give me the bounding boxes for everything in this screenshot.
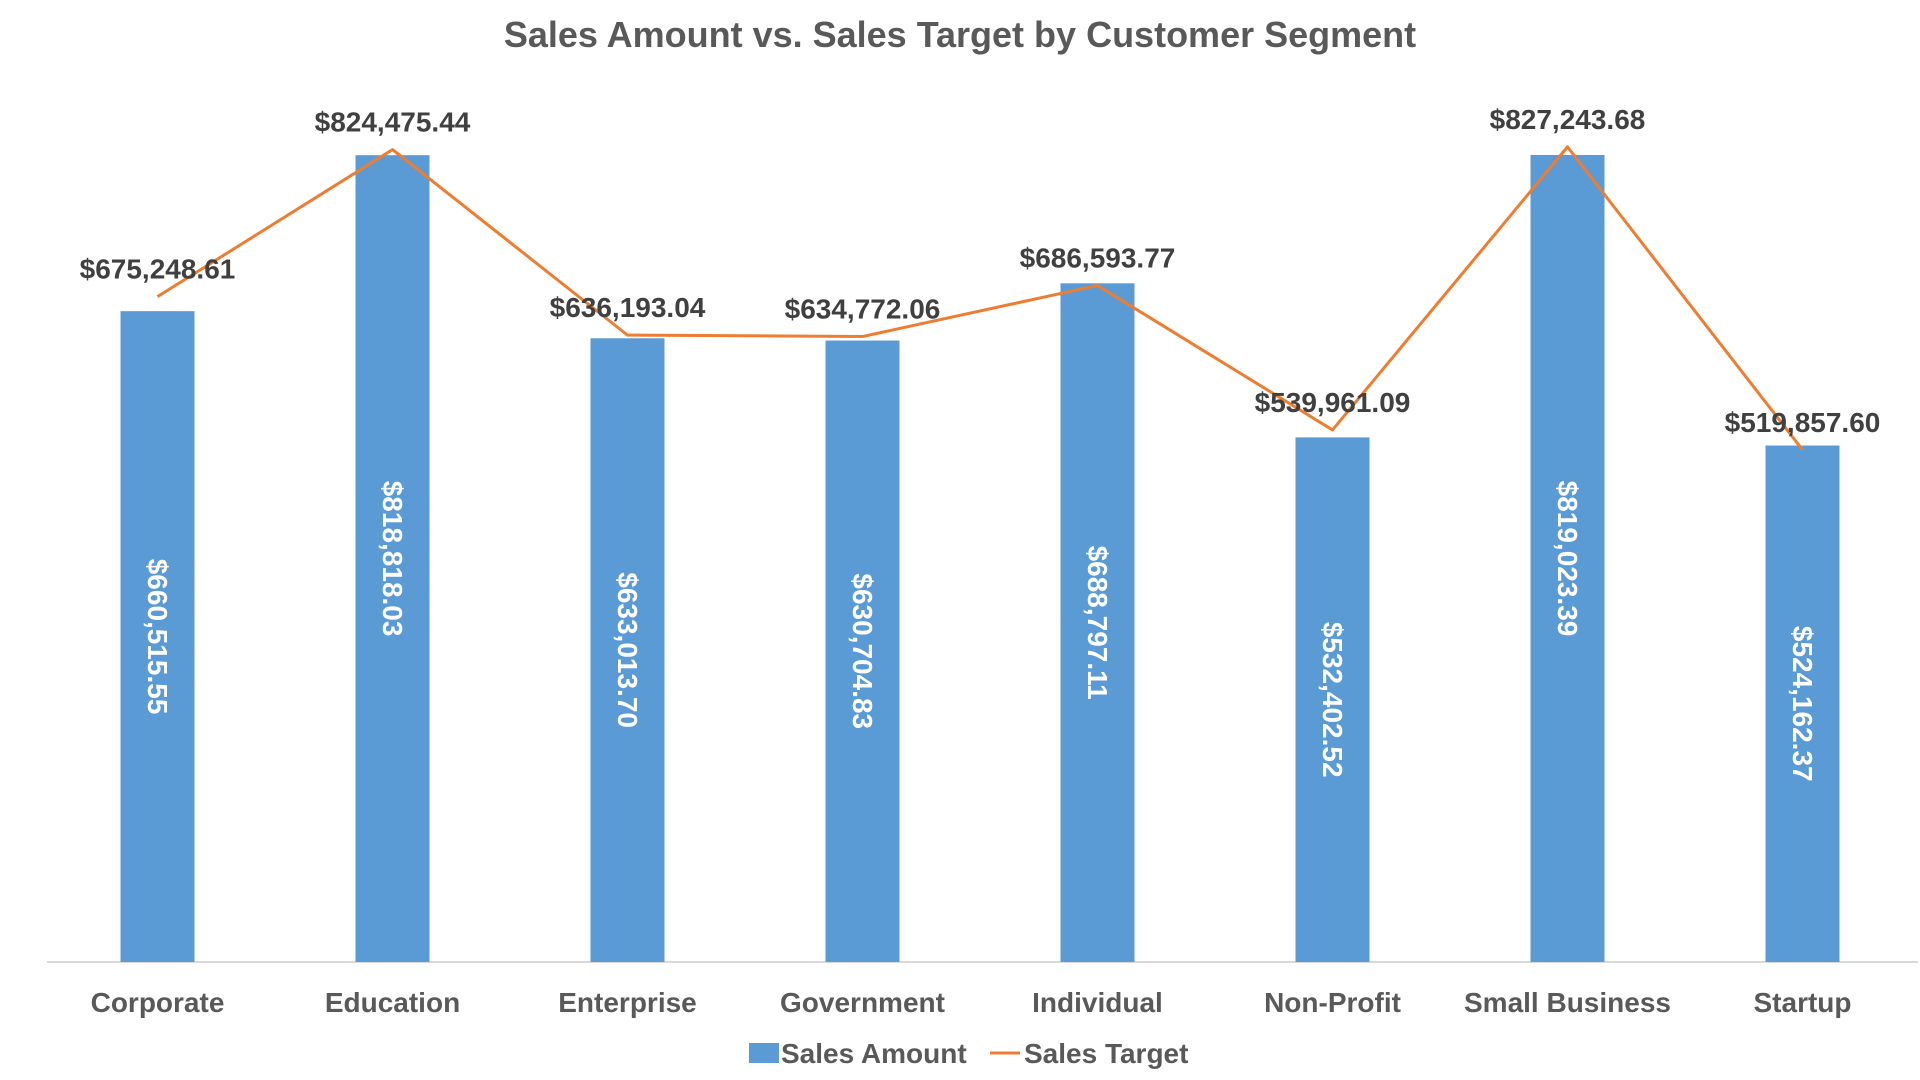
target-value-label: $824,475.44 — [315, 107, 471, 138]
x-tick-label: Government — [780, 987, 945, 1018]
sales-target-line — [156, 145, 1804, 451]
legend-label-sales-target: Sales Target — [1024, 1038, 1188, 1069]
line-layer — [156, 145, 1804, 451]
bar-value-label: $819,023.39 — [1552, 481, 1583, 637]
bar-education — [355, 155, 430, 962]
bar-individual — [1060, 283, 1135, 962]
bar-small-business — [1530, 154, 1605, 963]
legend-swatch-sales-amount — [749, 1043, 779, 1063]
bar-value-label: $818,818.03 — [377, 481, 408, 637]
bar-enterprise — [590, 338, 665, 962]
target-value-label: $539,961.09 — [1255, 387, 1411, 418]
bar-value-label: $660,515.55 — [142, 559, 173, 715]
bar-value-label: $524,162.37 — [1787, 626, 1818, 782]
x-tick-label: Startup — [1754, 987, 1852, 1018]
bar-non-profit — [1295, 437, 1370, 962]
chart-title: Sales Amount vs. Sales Target by Custome… — [504, 14, 1416, 55]
target-value-label: $634,772.06 — [785, 294, 941, 325]
target-value-label: $636,193.04 — [550, 292, 706, 323]
x-tick-label: Enterprise — [558, 987, 697, 1018]
x-tick-label: Non-Profit — [1264, 987, 1401, 1018]
x-tick-label: Corporate — [91, 987, 225, 1018]
target-value-label: $519,857.60 — [1725, 407, 1881, 438]
bar-government — [825, 340, 900, 962]
bar-startup — [1765, 445, 1840, 962]
bar-corporate — [120, 311, 195, 962]
labels-layer: $660,515.55 $818,818.03 $633,013.70 $630,70… — [80, 104, 1881, 782]
bar-value-label: $630,704.83 — [847, 573, 878, 729]
x-tick-label: Education — [325, 987, 460, 1018]
target-value-label: $827,243.68 — [1490, 104, 1646, 135]
bar-value-label: $633,013.70 — [612, 572, 643, 728]
category-labels-layer: Corporate Education Enterprise Government In… — [91, 987, 1852, 1018]
x-tick-label: Small Business — [1464, 987, 1671, 1018]
target-value-label: $675,248.61 — [80, 254, 236, 285]
legend: Sales Amount Sales Target — [749, 1038, 1188, 1069]
bar-value-label: $688,797.11 — [1082, 546, 1113, 700]
x-tick-label: Individual — [1032, 987, 1163, 1018]
legend-label-sales-amount: Sales Amount — [781, 1038, 967, 1069]
bar-value-label: $532,402.52 — [1317, 622, 1348, 778]
bars-layer — [120, 154, 1840, 963]
target-value-label: $686,593.77 — [1020, 242, 1176, 273]
